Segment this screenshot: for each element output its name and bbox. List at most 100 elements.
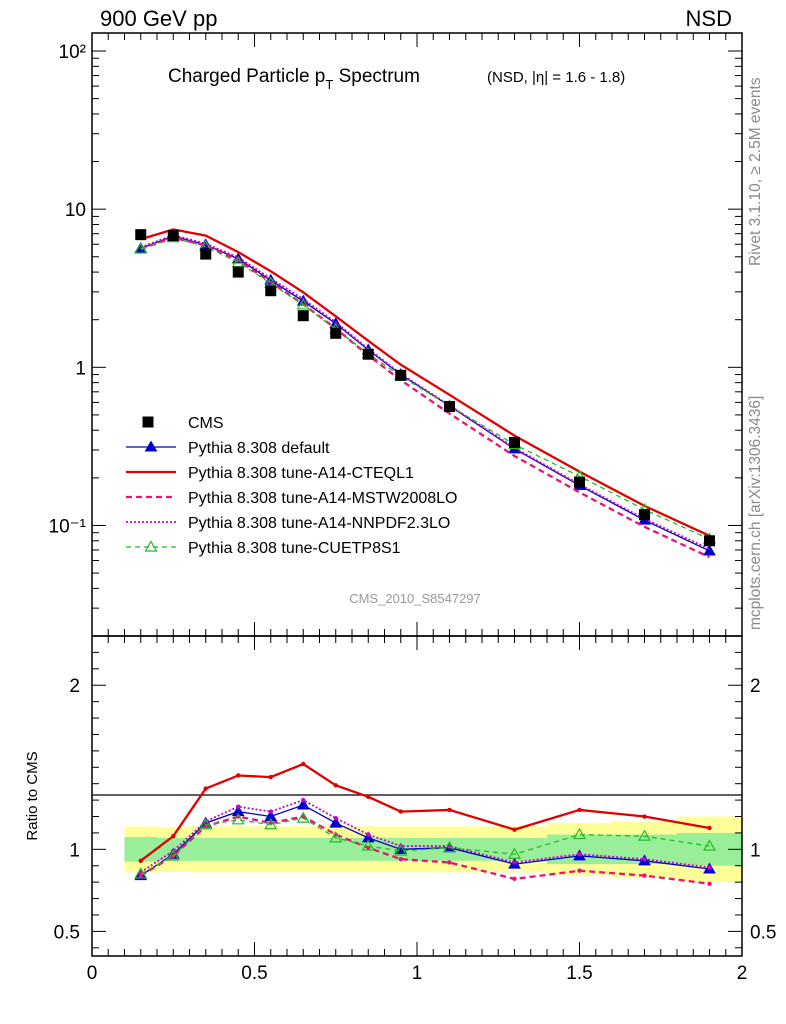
uncertainty-band-inner	[319, 837, 352, 861]
cms-data-point	[362, 348, 374, 360]
cms-data-point	[330, 327, 342, 339]
series-point-default	[703, 544, 716, 556]
cms-data-point	[232, 266, 244, 278]
x-tick-label: 1	[412, 963, 423, 984]
ratio-point-default	[264, 810, 278, 822]
ratio-point-cteql1	[171, 834, 176, 839]
ratio-y-tick-label-right: 1	[750, 840, 761, 861]
ratio-point-nnpdf	[707, 865, 712, 870]
ratio-point-cuetp8s1	[166, 849, 180, 861]
legend-label-cteql1: Pythia 8.308 tune-A14-CTEQL1	[188, 465, 414, 482]
ratio-line-nnpdf	[140, 799, 710, 874]
ratio-y-tick-label: 2	[69, 676, 80, 697]
ratio-y-tick-label: 1	[69, 840, 80, 861]
uncertainty-band-inner	[254, 837, 287, 861]
cms-data-point	[509, 436, 520, 448]
legend-label-mstw: Pythia 8.308 tune-A14-MSTW2008LO	[188, 490, 457, 507]
y-tick-label: 10	[65, 200, 86, 221]
legend-marker-cuetp8s1	[144, 540, 158, 552]
ratio-point-nnpdf	[366, 832, 371, 837]
x-tick-label: 2	[737, 963, 748, 984]
cms-data-point	[167, 230, 179, 242]
ratio-point-cteql1	[366, 794, 371, 800]
ratio-point-cteql1	[203, 786, 208, 791]
ratio-y-tick-label-right: 2	[750, 676, 761, 697]
cms-data-point	[704, 535, 715, 547]
ratio-point-mstw	[642, 873, 647, 878]
y-tick-label: 10⁻¹	[49, 516, 87, 537]
legend-label-cuetp8s1: Pythia 8.308 tune-CUETP8S1	[188, 540, 401, 557]
cms-data-point	[574, 476, 585, 488]
ratio-point-cuetp8s1	[702, 839, 717, 851]
x-tick-label: 1.5	[566, 963, 592, 984]
legend-label-nnpdf: Pythia 8.308 tune-A14-NNPDF2.3LO	[188, 515, 450, 532]
ratio-point-cuetp8s1	[442, 840, 457, 853]
ratio-point-cuetp8s1	[329, 831, 343, 843]
cms-data-point	[200, 248, 212, 260]
ratio-line-cteql1	[140, 762, 710, 862]
ratio-point-cuetp8s1	[134, 867, 148, 879]
ratio-point-mstw	[398, 856, 403, 862]
legend-label-cms: CMS	[188, 415, 224, 432]
ratio-point-nnpdf	[642, 856, 647, 862]
ratio-point-cteql1	[642, 814, 647, 819]
legend-label-default: Pythia 8.308 default	[188, 440, 330, 457]
ratio-point-cteql1	[577, 807, 582, 813]
cms-data-point	[135, 229, 147, 241]
series-line-nnpdf	[140, 234, 710, 550]
ratio-point-nnpdf	[301, 797, 306, 803]
ratio-y-tick-label: 0.5	[54, 922, 80, 943]
ratio-point-cuetp8s1	[507, 847, 522, 859]
ratio-point-cuetp8s1	[264, 818, 278, 830]
ratio-point-cuetp8s1	[361, 839, 375, 851]
series-point-cuetp8s1	[296, 298, 310, 310]
ratio-point-nnpdf	[577, 852, 582, 857]
legend-marker-cms	[142, 416, 154, 428]
ratio-point-cteql1	[398, 809, 403, 814]
ratio-point-mstw	[138, 873, 143, 878]
series-line-cteql1	[140, 228, 710, 537]
cms-data-point	[265, 285, 277, 297]
ratio-point-cteql1	[447, 807, 452, 813]
uncertainty-band-inner	[189, 837, 222, 861]
uncertainty-band-inner	[124, 837, 157, 862]
ratio-point-default	[361, 831, 375, 843]
y-tick-label: 10²	[59, 42, 86, 63]
legend-marker-default	[144, 440, 158, 452]
chart-title: Charged Particle pT Spectrum	[168, 66, 420, 92]
cms-data-point	[639, 509, 650, 521]
ratio-panel: 0.5 0.5 1 1 2 2 0 0.5 1 1.5 2 Ratio to CMS	[24, 635, 776, 984]
ratio-point-cuetp8s1	[394, 844, 408, 856]
ratio-line-cuetp8s1	[140, 817, 710, 875]
energy-label: 900 GeV pp	[100, 6, 218, 31]
cms-data-point	[444, 401, 455, 413]
ratio-line-default	[140, 804, 710, 877]
x-tick-label: 0.5	[241, 963, 267, 984]
uncertainty-band-inner	[287, 837, 320, 861]
ratio-y-axis-label: Ratio to CMS	[24, 751, 41, 840]
y-tick-label: 1	[75, 358, 86, 379]
ratio-point-cuetp8s1	[199, 818, 213, 830]
ratio-point-nnpdf	[333, 815, 338, 821]
chart-subtitle: (NSD, |η| = 1.6 - 1.8)	[487, 69, 625, 86]
x-tick-label: 0	[87, 963, 98, 984]
ratio-point-cteql1	[512, 827, 517, 832]
series-point-cuetp8s1	[231, 255, 245, 268]
ratio-point-nnpdf	[512, 860, 517, 865]
ratio-point-cteql1	[236, 773, 241, 778]
ratio-y-tick-label-right: 0.5	[750, 922, 776, 943]
ratio-point-cteql1	[333, 783, 338, 788]
ratio-point-cteql1	[707, 825, 712, 831]
ratio-point-cuetp8s1	[637, 829, 652, 841]
cms-data-point	[297, 310, 309, 322]
legend: CMS Pythia 8.308 default Pythia 8.308 tune…	[126, 415, 457, 557]
ratio-point-cteql1	[268, 774, 273, 780]
cms-data-point	[395, 369, 407, 381]
ratio-frame	[91, 635, 743, 957]
ratio-point-default	[329, 816, 343, 828]
ratio-point-cuetp8s1	[572, 827, 587, 840]
ratio-point-cteql1	[301, 761, 306, 767]
ratio-point-cuetp8s1	[231, 813, 245, 825]
